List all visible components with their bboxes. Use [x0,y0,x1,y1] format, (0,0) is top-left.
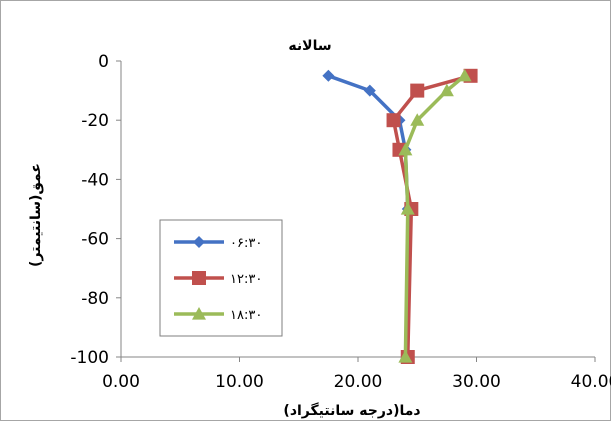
data-point [363,84,376,97]
data-point [398,142,413,156]
legend-label: ۰۶:۳۰ [230,236,262,251]
y-axis: 0 -20 -40 -60 -80 -100 [70,52,122,368]
data-point [457,68,472,82]
series-line [403,74,466,358]
x-tick-label: 30.00 [452,372,501,392]
chart-title: سالانه [288,38,331,54]
series-1 [386,68,478,364]
y-tick-label: -100 [70,348,109,368]
y-tick-label: 0 [98,52,109,72]
x-tick-label: 0.00 [102,372,140,392]
y-tick-label: -20 [81,111,109,131]
legend: ۰۶:۳۰ ۱۲:۳۰ ۱۸:۳۰ [159,219,283,337]
data-point [410,83,425,98]
y-tick-label: -80 [81,289,109,309]
legend-label: ۱۲:۳۰ [230,272,262,287]
x-tick-label: 20.00 [334,372,383,392]
series-2 [398,68,472,363]
x-axis-label: دما(درجه سانتیگراد) [283,402,420,419]
legend-swatch-marker [192,271,206,285]
x-tick-label: 10.00 [215,372,264,392]
data-point [439,83,454,97]
legend-label: ۱۸:۳۰ [230,308,262,323]
y-tick-label: -60 [81,230,109,250]
legend-swatch-marker [193,236,205,248]
data-point [398,350,413,363]
data-point [400,202,415,215]
series-line [391,74,472,358]
data-point [410,113,425,126]
x-axis: 0.00 10.00 20.00 30.00 40.00 [102,356,611,392]
series-layer [322,68,478,364]
legend-swatch-marker [192,307,206,320]
data-point [386,113,401,128]
y-axis-label: عمق(سانتیمتر) [28,163,44,267]
y-tick-label: -40 [81,170,109,190]
data-point [322,69,335,82]
x-tick-label: 40.00 [571,372,611,392]
